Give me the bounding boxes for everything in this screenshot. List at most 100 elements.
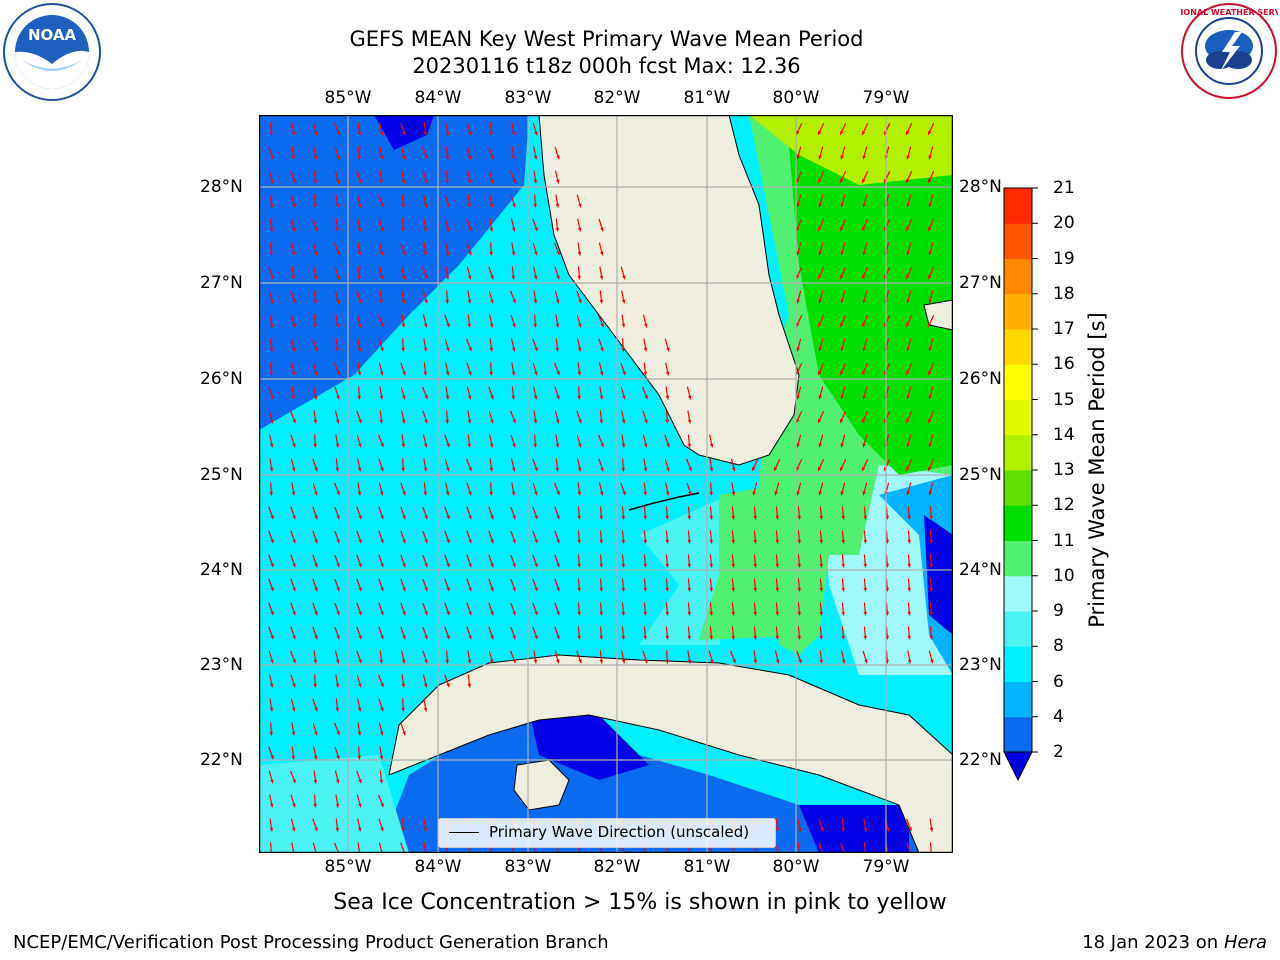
colorbar-tick-label: 16 bbox=[1053, 354, 1075, 375]
wave-arrow-head bbox=[928, 347, 932, 352]
wave-arrow-head bbox=[379, 779, 384, 784]
wave-arrow-head bbox=[752, 491, 756, 496]
wave-arrow-head bbox=[511, 347, 516, 352]
wave-arrow-head bbox=[512, 203, 516, 208]
wave-direction-arrows bbox=[268, 122, 935, 853]
wave-arrow-head bbox=[599, 275, 604, 280]
wave-arrow-head bbox=[468, 635, 472, 640]
wave-arrow-head bbox=[424, 635, 428, 640]
wave-arrow-head bbox=[709, 563, 714, 568]
colorbar-swatch bbox=[1004, 681, 1032, 718]
wave-arrow-head bbox=[621, 443, 626, 448]
wave-arrow-head bbox=[555, 467, 560, 472]
wave-arrow-head bbox=[841, 635, 846, 640]
wave-arrow-head bbox=[358, 419, 362, 424]
wave-arrow-head bbox=[775, 587, 780, 592]
wave-arrow-head bbox=[577, 251, 582, 256]
wave-arrow-head bbox=[840, 443, 844, 448]
wave-arrow-head bbox=[818, 130, 822, 135]
wave-arrow-head bbox=[336, 587, 340, 592]
wave-arrow-head bbox=[336, 731, 340, 736]
wave-arrow-head bbox=[840, 466, 844, 471]
wave-arrow-head bbox=[468, 251, 472, 256]
lon-label-top-84: 84°W bbox=[414, 88, 462, 108]
wave-arrow-head bbox=[490, 635, 494, 640]
wave-arrow-head bbox=[534, 611, 538, 616]
wave-arrow-head bbox=[467, 443, 472, 448]
wave-arrow-head bbox=[907, 515, 912, 520]
wave-arrow-head bbox=[402, 563, 406, 568]
wave-arrow-head bbox=[511, 227, 516, 232]
wave-arrow-head bbox=[818, 226, 822, 231]
lon-label-top-81: 81°W bbox=[683, 88, 731, 108]
noaa-logo-text: NOAA bbox=[28, 26, 77, 44]
wave-arrow-head bbox=[820, 827, 824, 832]
lat-label-right-28: 28°N bbox=[959, 177, 1002, 197]
wave-arrow-head bbox=[928, 466, 932, 471]
wave-arrow-head bbox=[314, 827, 318, 832]
wave-arrow-head bbox=[906, 251, 910, 256]
wave-arrow-head bbox=[818, 155, 822, 160]
wave-arrow-head bbox=[577, 635, 582, 640]
wave-arrow-head bbox=[687, 635, 692, 640]
wave-arrow-head bbox=[445, 491, 450, 496]
wave-arrow-head bbox=[292, 299, 296, 304]
wave-arrow-head bbox=[731, 539, 736, 544]
wave-arrow-head bbox=[291, 491, 296, 496]
wave-arrow-head bbox=[534, 539, 538, 544]
colorbar-swatch bbox=[1004, 258, 1032, 295]
wave-arrow-head bbox=[753, 539, 758, 544]
wave-arrow-head bbox=[644, 419, 648, 424]
wave-arrow-head bbox=[424, 587, 428, 592]
lat-label-right-22: 22°N bbox=[959, 750, 1002, 770]
wave-arrow-head bbox=[556, 635, 560, 640]
wave-arrow-head bbox=[797, 515, 802, 520]
wave-arrow-head bbox=[599, 395, 604, 400]
wave-arrow-head bbox=[358, 203, 362, 208]
wave-arrow-head bbox=[379, 179, 384, 184]
wave-arrow-head bbox=[270, 419, 274, 424]
wave-arrow-head bbox=[313, 179, 318, 184]
wave-arrow bbox=[840, 842, 846, 853]
wave-arrow-head bbox=[291, 827, 296, 832]
wave-arrow-head bbox=[577, 467, 582, 472]
wave-arrow-head bbox=[643, 635, 648, 640]
noaa-logo: NOAA bbox=[3, 3, 101, 101]
wave-arrow-head bbox=[358, 179, 362, 184]
wave-arrow-head bbox=[379, 275, 384, 280]
wave-arrow-head bbox=[534, 131, 538, 136]
wave-arrow-head bbox=[665, 611, 670, 616]
wave-arrow-head bbox=[862, 251, 866, 256]
wave-arrow-head bbox=[599, 587, 604, 592]
wave-arrow-head bbox=[556, 611, 560, 616]
wave-arrow-head bbox=[818, 322, 822, 327]
wave-arrow-head bbox=[906, 491, 910, 496]
wave-arrow-head bbox=[841, 563, 846, 568]
wave-arrow-head bbox=[292, 515, 296, 520]
wave-arrow-head bbox=[380, 443, 384, 448]
wave-arrow-head bbox=[380, 635, 384, 640]
wave-arrow bbox=[423, 842, 427, 853]
wave-arrow-head bbox=[753, 659, 758, 664]
wave-arrow-head bbox=[424, 395, 428, 400]
wave-arrow-head bbox=[358, 563, 362, 568]
wave-arrow-head bbox=[291, 131, 296, 136]
wave-arrow-head bbox=[599, 611, 604, 616]
wave-arrow-head bbox=[291, 227, 296, 232]
wave-arrow-head bbox=[555, 419, 560, 424]
wave-arrow-head bbox=[687, 611, 692, 616]
wave-arrow-head bbox=[665, 587, 670, 592]
wave-arrow-head bbox=[380, 467, 384, 472]
wave-arrow-head bbox=[840, 203, 844, 208]
wave-arrow-head bbox=[445, 419, 450, 424]
wave-arrow-head bbox=[533, 179, 538, 184]
wave-arrow-head bbox=[862, 491, 866, 496]
wave-arrow-head bbox=[489, 323, 494, 328]
wave-arrow-head bbox=[796, 226, 800, 231]
wave-arrow-head bbox=[292, 563, 296, 568]
wave-arrow-head bbox=[269, 443, 274, 448]
wave-arrow-head bbox=[446, 515, 450, 520]
wave-arrow-head bbox=[643, 443, 648, 448]
wave-arrow-head bbox=[313, 323, 318, 328]
wave-arrow-head bbox=[863, 611, 868, 616]
